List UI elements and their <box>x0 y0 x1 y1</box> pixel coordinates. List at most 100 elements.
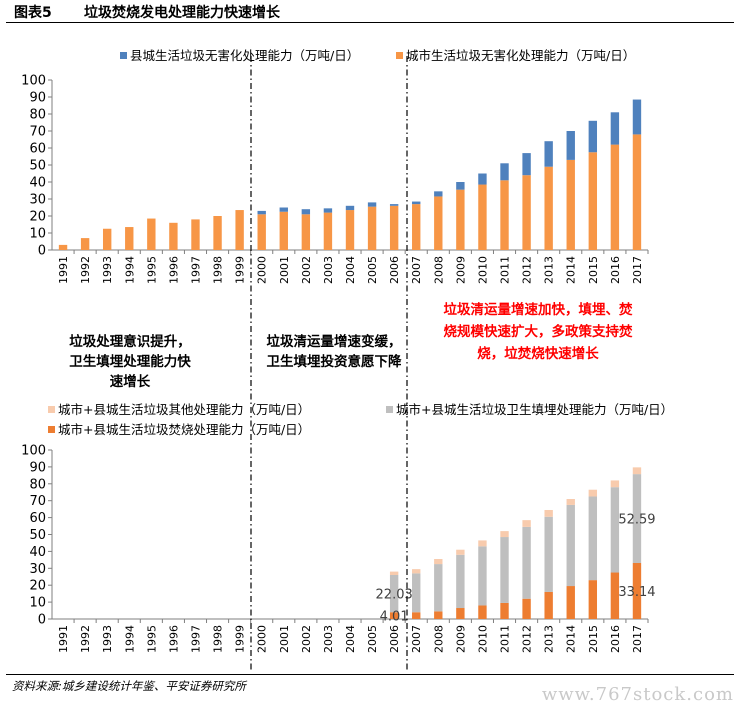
top-chart-bar-s1-2015 <box>588 120 598 153</box>
bottom-chart-ytick-0: 0 <box>38 613 46 628</box>
bottom-chart-legend-swatch-2 <box>48 426 55 433</box>
top-chart-xtick-2010: 2010 <box>476 256 489 284</box>
bottom-chart-data-label-3: 33.14 <box>618 585 655 600</box>
source-rule <box>6 674 734 675</box>
bottom-chart-bar-s0-2016 <box>610 572 620 619</box>
bottom-chart-bar-s2-2006 <box>389 571 399 575</box>
bottom-chart-ytick-2: 20 <box>29 579 46 594</box>
bottom-chart-bar-s1-2007 <box>412 573 421 613</box>
top-chart-legend-swatch-1 <box>396 52 403 59</box>
bottom-chart-ytick-6: 60 <box>29 511 46 526</box>
bottom-chart-xtick-2000: 2000 <box>256 625 269 653</box>
bottom-chart-bar-s1-2011 <box>500 537 509 603</box>
top-chart-ytick-6: 60 <box>29 142 46 157</box>
bottom-chart-xtick-1997: 1997 <box>189 625 202 653</box>
top-chart-xtick-1992: 1992 <box>79 256 92 284</box>
bottom-chart-xtick-2011: 2011 <box>499 625 512 653</box>
top-chart-bar-s0-2000 <box>257 214 266 250</box>
bottom-chart-xtick-1992: 1992 <box>79 625 92 653</box>
top-chart-xtick-2009: 2009 <box>454 256 467 284</box>
bottom-chart-xtick-2007: 2007 <box>410 625 423 653</box>
bottom-chart-ytick-1: 10 <box>29 596 46 611</box>
top-chart-bar-s0-2014 <box>566 159 575 250</box>
bottom-chart-bar-s2-2016 <box>610 480 620 488</box>
source-note: 资料来源:城乡建设统计年鉴、平安证券研究所 <box>12 679 246 693</box>
bottom-chart-bar-s0-2011 <box>500 602 509 619</box>
bottom-chart-bar-s0-2017 <box>632 562 642 619</box>
top-chart-bar-s0-1991 <box>58 244 68 250</box>
top-chart-legend-swatch-0 <box>120 52 127 59</box>
bottom-chart-bar-s1-2015 <box>588 496 598 581</box>
bottom-chart-xtick-2015: 2015 <box>587 625 600 653</box>
bottom-chart-xtick-1996: 1996 <box>167 625 180 653</box>
top-chart-ytick-3: 30 <box>29 193 46 208</box>
top-chart-xtick-1999: 1999 <box>234 256 247 284</box>
top-chart-ytick-9: 90 <box>29 91 46 106</box>
top-chart-ytick-8: 80 <box>29 108 46 123</box>
top-chart-xtick-1994: 1994 <box>123 256 136 284</box>
top-chart-bar-s1-2007 <box>412 201 421 205</box>
top-chart-ytick-4: 40 <box>29 176 46 191</box>
bottom-chart-xtick-1995: 1995 <box>145 625 158 653</box>
top-chart-bar-s0-2006 <box>389 205 399 250</box>
bottom-chart-bar-s1-2013 <box>544 516 553 592</box>
top-chart-bar-s0-2010 <box>478 184 487 250</box>
top-chart-bar-s1-2013 <box>544 141 553 167</box>
bottom-chart-xtick-2016: 2016 <box>609 625 622 653</box>
bottom-chart-bar-s0-2013 <box>544 591 553 619</box>
bottom-chart-data-label-0: 22.03 <box>376 588 413 603</box>
bottom-chart-xtick-1999: 1999 <box>234 625 247 653</box>
bottom-chart-bar-s2-2007 <box>412 569 421 574</box>
top-chart-bar-s0-2009 <box>456 189 465 250</box>
period3-note-line-0: 垃圾清运量增速加快，填埋、焚 <box>444 301 633 318</box>
bottom-chart-xtick-1994: 1994 <box>123 625 136 653</box>
top-chart-bar-s0-2004 <box>345 210 355 250</box>
top-chart-xtick-1993: 1993 <box>101 256 114 284</box>
bottom-chart-bar-s2-2013 <box>544 509 553 517</box>
top-chart-bar-s0-2011 <box>500 180 509 250</box>
bottom-chart-bar-s1-2010 <box>478 546 487 606</box>
bottom-chart-bar-s2-2015 <box>588 489 598 497</box>
top-chart-xtick-2002: 2002 <box>300 256 313 284</box>
period3-note-line-2: 烧，垃焚烧快速增长 <box>477 345 599 362</box>
top-chart-bar-s1-2002 <box>301 209 311 215</box>
period2-note-line-0: 垃圾清运量增速变缓， <box>267 333 402 350</box>
top-chart-ytick-10: 100 <box>21 74 46 89</box>
watermark: www.767stock.com <box>541 684 734 705</box>
top-chart-bar-s0-2002 <box>301 214 311 250</box>
top-chart-bar-s0-1999 <box>235 210 244 250</box>
top-chart-bar-s0-2007 <box>412 204 421 250</box>
bottom-chart-bar-s2-2012 <box>522 520 531 527</box>
period1-note-line-2: 速增长 <box>110 373 151 390</box>
bottom-chart-xtick-2010: 2010 <box>476 625 489 653</box>
bottom-chart-bar-s2-2017 <box>632 467 642 475</box>
bottom-chart-xtick-2014: 2014 <box>565 625 578 653</box>
bottom-chart-data-label-2: 52.59 <box>618 513 655 528</box>
bottom-chart-bar-s0-2007 <box>412 612 421 619</box>
bottom-chart-ytick-4: 40 <box>29 545 46 560</box>
top-chart-bar-s1-2010 <box>478 173 487 185</box>
bottom-chart-legend-label-2: 城市+县城生活垃圾焚烧处理能力（万吨/日） <box>58 422 310 437</box>
top-chart-xtick-2013: 2013 <box>543 256 556 284</box>
top-chart-bar-s0-1997 <box>191 219 200 250</box>
top-chart-bar-s0-2013 <box>544 166 553 250</box>
bottom-chart-xtick-2004: 2004 <box>344 625 357 653</box>
top-chart-bar-s1-2011 <box>500 163 509 181</box>
bottom-chart-bar-s0-2012 <box>522 598 531 619</box>
top-chart-xtick-2015: 2015 <box>587 256 600 284</box>
top-chart-xtick-1996: 1996 <box>167 256 180 284</box>
top-chart-xtick-2008: 2008 <box>432 256 445 284</box>
bottom-chart-xtick-2012: 2012 <box>521 625 534 653</box>
top-chart-bar-s0-1998 <box>213 216 222 250</box>
figure-number: 图表5 <box>14 5 52 21</box>
bottom-chart-xtick-2002: 2002 <box>300 625 313 653</box>
period1-note-line-0: 垃圾处理意识提升， <box>69 333 191 350</box>
top-chart-xtick-2004: 2004 <box>344 256 357 284</box>
top-chart-bar-s0-2017 <box>632 134 642 250</box>
bottom-chart-ytick-7: 70 <box>29 494 46 509</box>
bottom-chart-bar-s2-2010 <box>478 540 487 547</box>
bottom-chart-bar-s0-2008 <box>434 611 443 619</box>
bottom-chart-bar-s1-2016 <box>610 487 620 573</box>
top-chart-ytick-5: 50 <box>29 159 46 174</box>
